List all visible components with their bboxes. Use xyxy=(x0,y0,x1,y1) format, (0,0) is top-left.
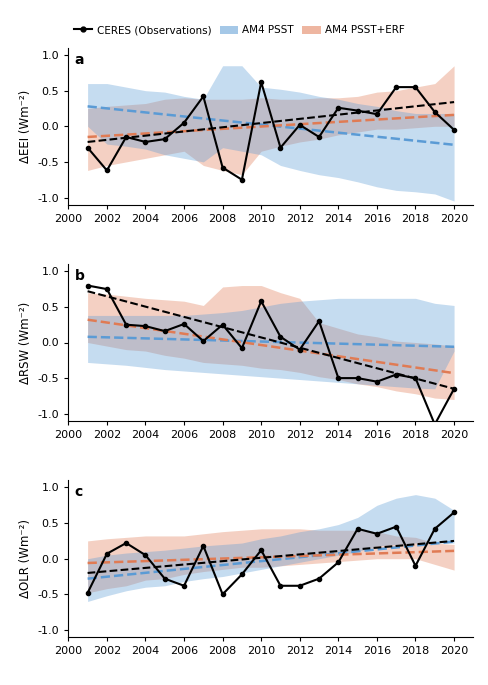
Text: a: a xyxy=(74,53,84,66)
Y-axis label: ΔEEI (Wm⁻²): ΔEEI (Wm⁻²) xyxy=(19,90,32,163)
Y-axis label: ΔRSW (Wm⁻²): ΔRSW (Wm⁻²) xyxy=(19,301,32,384)
Text: c: c xyxy=(74,485,82,499)
Legend: CERES (Observations), AM4 PSST, AM4 PSST+ERF: CERES (Observations), AM4 PSST, AM4 PSST… xyxy=(69,21,409,40)
Y-axis label: ΔOLR (Wm⁻²): ΔOLR (Wm⁻²) xyxy=(19,519,32,598)
Text: b: b xyxy=(74,269,84,283)
